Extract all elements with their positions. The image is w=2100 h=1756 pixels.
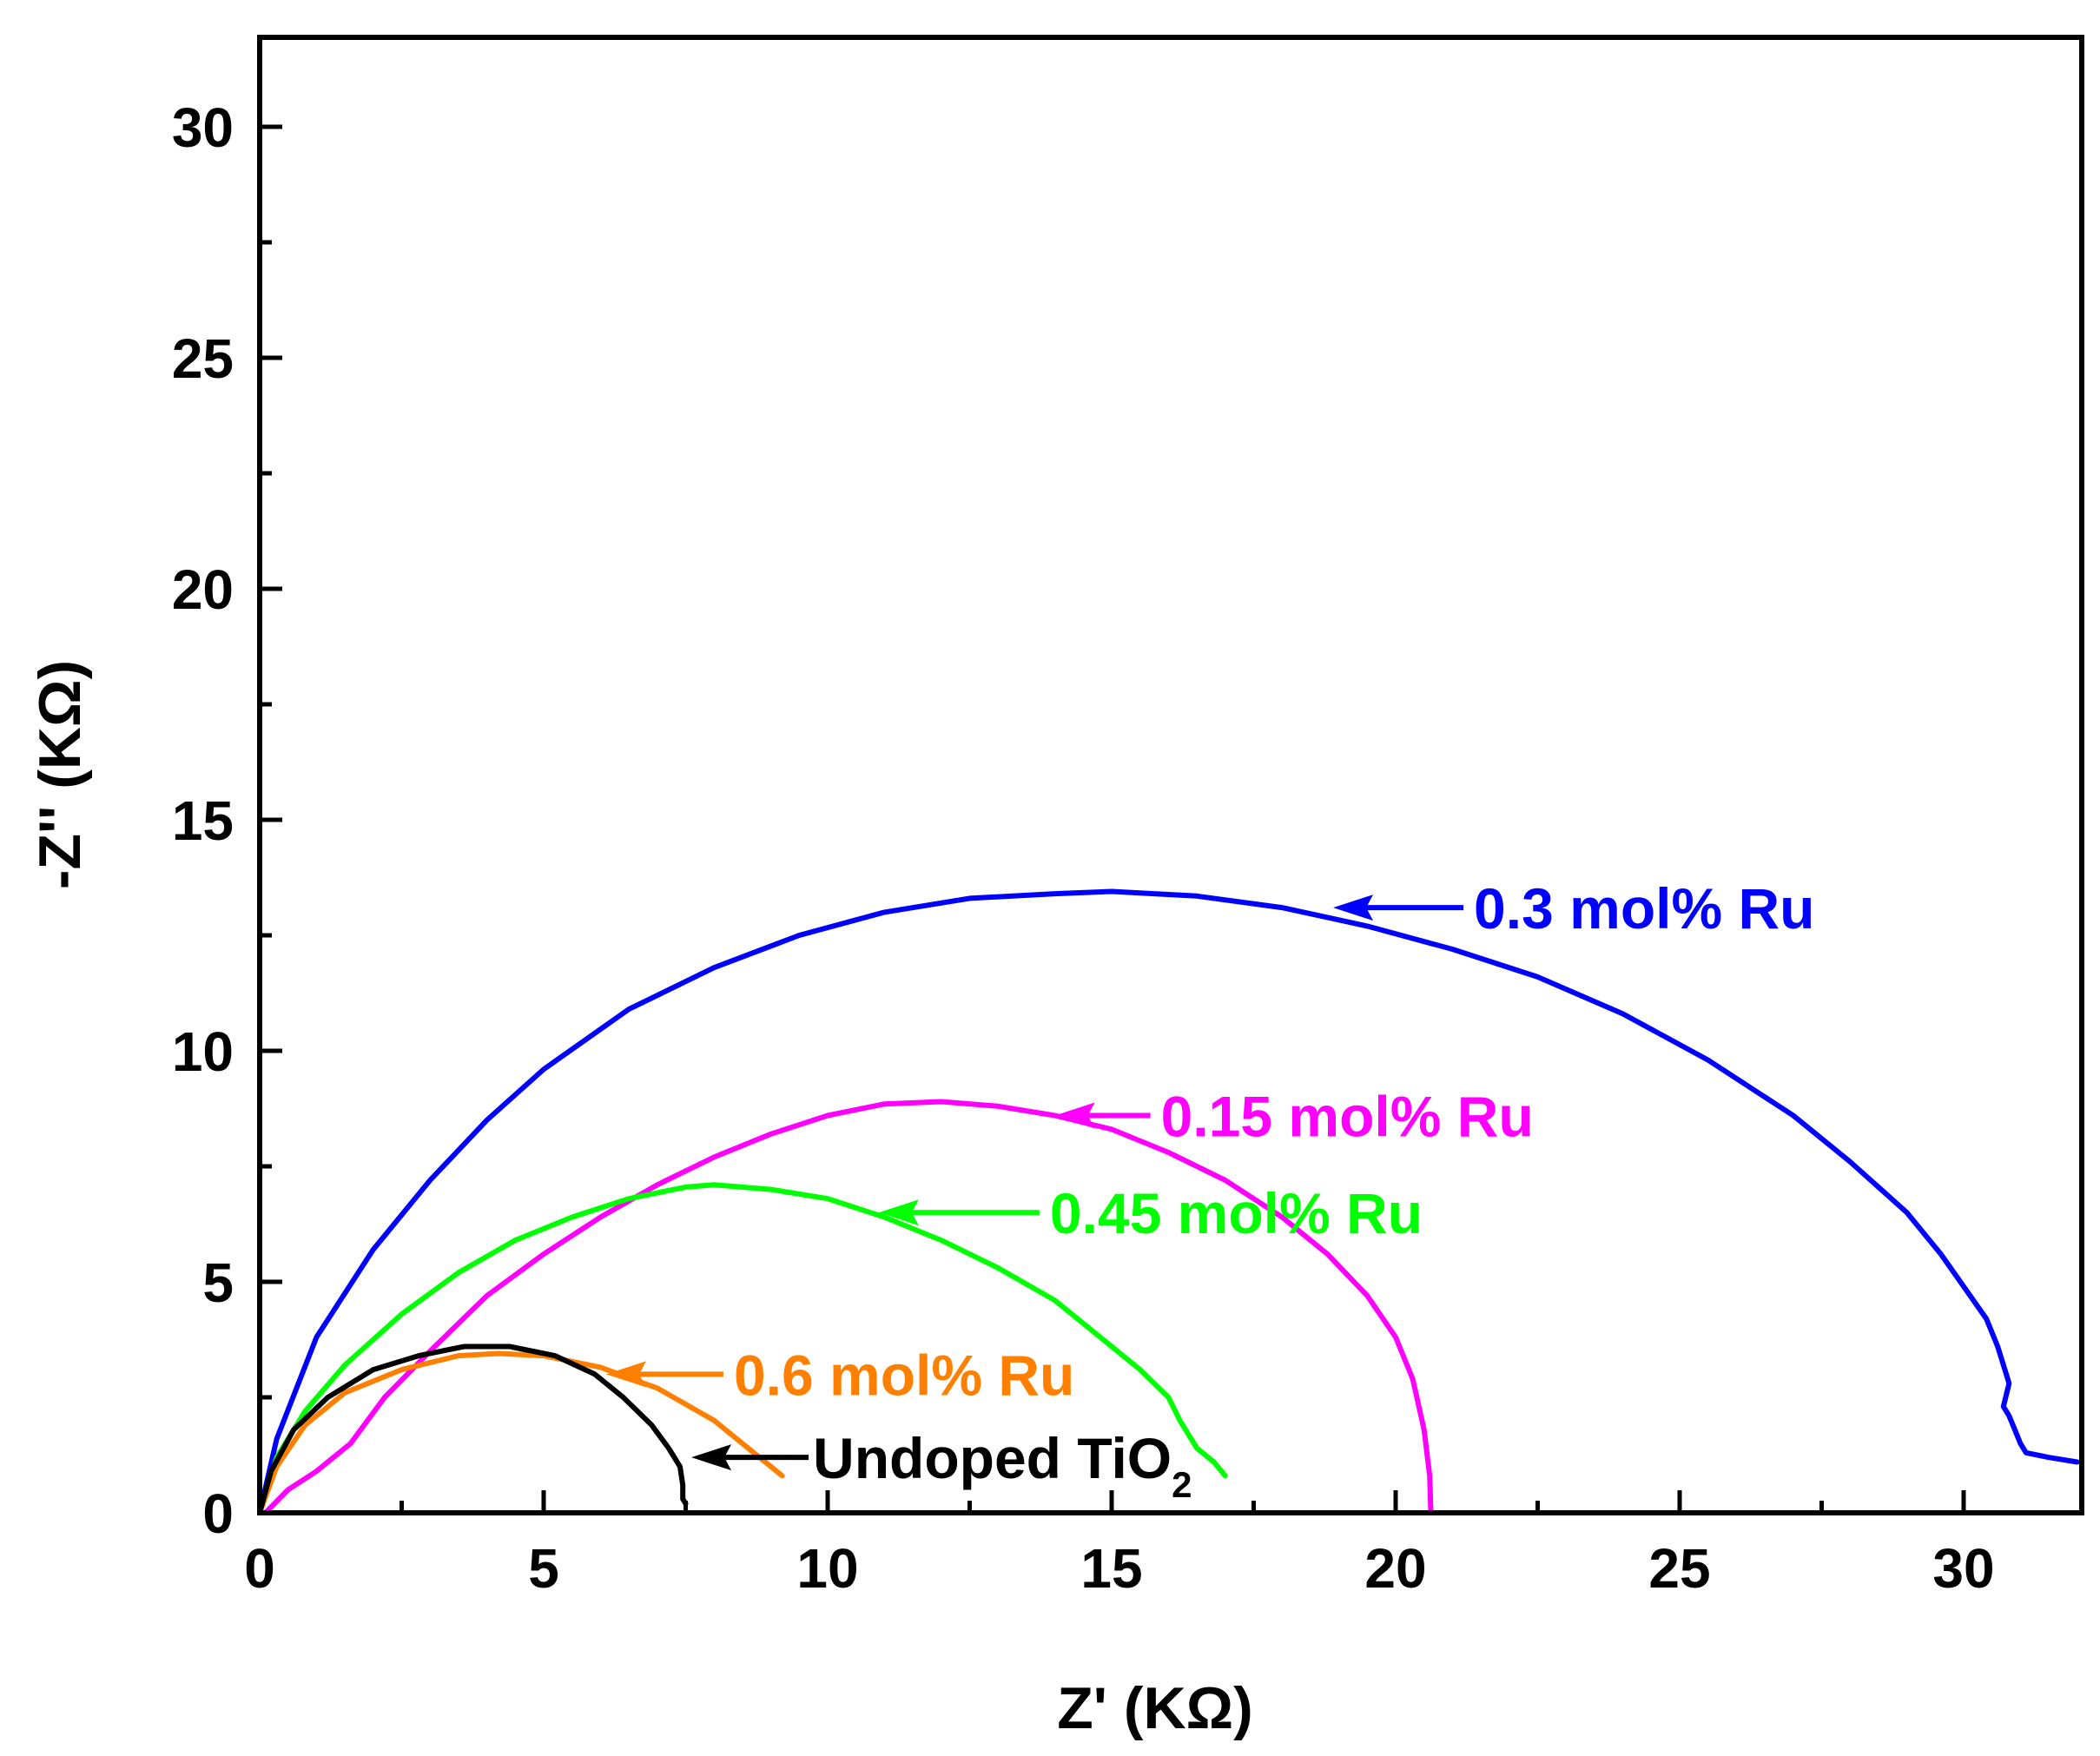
y-tick-label: 25 <box>172 327 234 390</box>
y-tick-label: 5 <box>202 1251 234 1314</box>
x-tick-label: 30 <box>1932 1537 1994 1600</box>
x-tick-label: 15 <box>1080 1537 1142 1600</box>
series-label: 0.15 mol% Ru <box>1161 1084 1534 1148</box>
arrow-head <box>1054 1102 1095 1129</box>
y-tick-label: 10 <box>172 1020 234 1083</box>
x-tick-label: 20 <box>1364 1537 1426 1600</box>
arrow-head <box>605 1361 646 1388</box>
series-line-0-15-mol-ru <box>262 1099 1434 1515</box>
y-tick-label: 20 <box>172 558 234 621</box>
series-line-0-6-mol-ru <box>257 1350 785 1515</box>
series-line-0-3-mol-ru <box>257 888 2080 1515</box>
plot-frame <box>257 35 2084 1515</box>
series-line-undoped-tio2 <box>257 1343 689 1515</box>
x-tick-label: 0 <box>244 1537 275 1600</box>
arrow-head <box>878 1199 919 1226</box>
annotation-0-6-mol-ru: 0.6 mol% Ru <box>605 1343 1074 1407</box>
annotation-0-3-mol-ru: 0.3 mol% Ru <box>1333 876 1814 941</box>
annotation-0-15-mol-ru: 0.15 mol% Ru <box>1054 1084 1534 1148</box>
x-tick-label: 5 <box>528 1537 559 1600</box>
annotation-0-45-mol-ru: 0.45 mol% Ru <box>878 1181 1423 1245</box>
y-tick-label: 15 <box>172 789 234 852</box>
arrow-head <box>691 1444 732 1471</box>
x-tick-label: 25 <box>1648 1537 1710 1600</box>
y-tick-label: 0 <box>202 1482 234 1545</box>
x-tick-label: 10 <box>796 1537 858 1600</box>
series-label: 0.45 mol% Ru <box>1050 1181 1423 1245</box>
series-line-0-45-mol-ru <box>257 1182 1228 1515</box>
series-layer <box>257 888 2080 1515</box>
axis-layer: 0 5 10 15 20 25 30 0 5 10 15 20 25 30 <box>172 96 1995 1600</box>
series-label-subscript: 2 <box>1172 1464 1192 1505</box>
arrow-head <box>1333 895 1374 921</box>
y-tick-label: 30 <box>172 96 234 159</box>
series-label: 0.6 mol% Ru <box>734 1343 1074 1407</box>
x-axis-title: Z' (KΩ) <box>1057 1675 1253 1741</box>
series-label: 0.3 mol% Ru <box>1474 876 1814 941</box>
annotation-layer: 0.3 mol% Ru 0.15 mol% Ru 0.45 mol% Ru 0.6 m… <box>605 876 1814 1505</box>
y-axis-title: -Z'' (KΩ) <box>27 660 93 889</box>
